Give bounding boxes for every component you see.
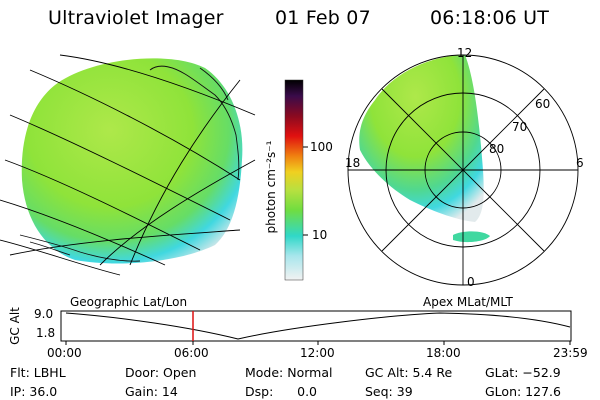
altitude-ylabel: GC Alt (8, 307, 22, 345)
glon-info: GLon: 127.6 (485, 384, 561, 399)
seq-info: Seq: 39 (365, 384, 413, 399)
altitude-ytick-1.8: 1.8 (36, 326, 56, 340)
polar-mlat-mlt-plot (347, 54, 579, 286)
apex-panel-label: Apex MLat/MLT (423, 295, 513, 309)
polar-grid (347, 54, 579, 286)
altitude-xtick-1800: 18:00 (426, 346, 461, 360)
altitude-xtick-2359: 23:59 (553, 346, 588, 360)
glat-info: GLat: −52.9 (485, 365, 561, 380)
mode-info: Mode: Normal (245, 365, 333, 380)
emission-blob-right (359, 55, 484, 222)
ip-info: IP: 36.0 (10, 384, 58, 399)
mlt-label-0: 0 (467, 275, 475, 289)
lat-label-60: 60 (535, 97, 551, 111)
lat-label-70: 70 (512, 120, 528, 134)
door-info: Door: Open (125, 365, 197, 380)
lat-lon-grid (0, 54, 256, 276)
lat-label-80: 80 (489, 142, 505, 156)
colorbar-tick-10: 10 (312, 228, 328, 242)
geographic-panel-label: Geographic Lat/Lon (70, 295, 188, 309)
filter-info: Flt: LBHL (10, 365, 66, 380)
altitude-curve (65, 312, 571, 340)
altitude-xtick-1200: 12:00 (300, 346, 335, 360)
time-label: 06:18:06 UT (430, 7, 550, 29)
altitude-plot (60, 310, 572, 345)
gain-info: Gain: 14 (125, 384, 178, 399)
mlt-label-18: 18 (345, 156, 361, 170)
instrument-title: Ultraviolet Imager (48, 7, 224, 29)
altitude-xtick-0000: 00:00 (47, 346, 82, 360)
altitude-ytick-9: 9.0 (34, 307, 54, 321)
emission-blob-left (21, 58, 243, 264)
emission-patch-small (453, 231, 490, 243)
geographic-image (0, 54, 256, 276)
date-label: 01 Feb 07 (275, 7, 371, 29)
colorbar-unit-label: photon cm⁻²s⁻¹ (264, 140, 278, 234)
mlt-label-6: 6 (576, 156, 584, 170)
color-scale-bar (284, 79, 308, 281)
gc-alt-info: GC Alt: 5.4 Re (365, 365, 453, 380)
altitude-xtick-0600: 06:00 (174, 346, 209, 360)
dsp-info: Dsp: 0.0 (245, 384, 318, 399)
colorbar-tick-100: 100 (310, 140, 333, 154)
mlt-label-12: 12 (457, 46, 473, 60)
